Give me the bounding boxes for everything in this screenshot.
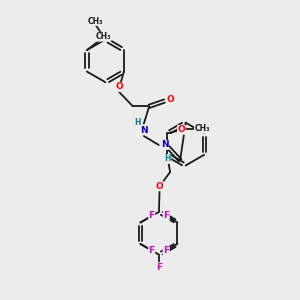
Text: N: N	[161, 140, 169, 149]
Text: F: F	[163, 212, 169, 220]
Text: F: F	[148, 212, 155, 220]
Text: CH₃: CH₃	[194, 124, 210, 134]
Text: O: O	[178, 125, 185, 134]
Text: F: F	[148, 246, 155, 255]
Text: H: H	[134, 118, 141, 127]
Text: N: N	[140, 126, 148, 135]
Text: O: O	[166, 95, 174, 104]
Text: F: F	[163, 246, 169, 255]
Text: O: O	[116, 82, 123, 91]
Text: H: H	[164, 154, 171, 164]
Text: O: O	[156, 182, 164, 191]
Text: CH₃: CH₃	[95, 32, 111, 41]
Text: CH₃: CH₃	[87, 16, 103, 26]
Text: F: F	[156, 262, 162, 272]
